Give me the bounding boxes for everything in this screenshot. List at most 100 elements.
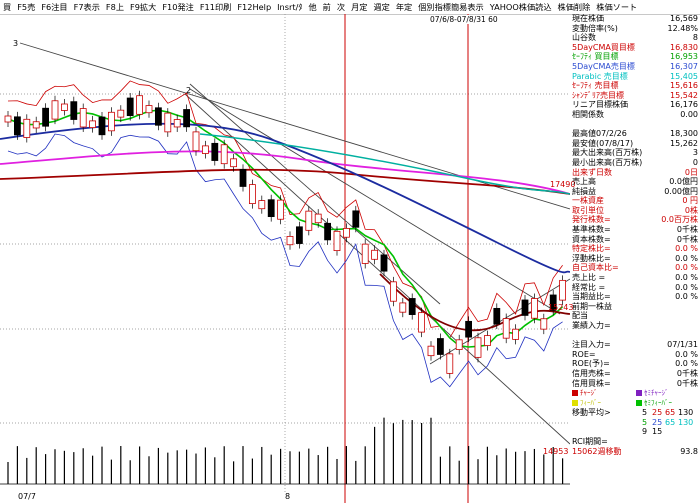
- panel-value: 0日: [684, 167, 698, 177]
- legend-row-2: ﾌｨｰﾊﾞｰ ｾﾐﾌｨｰﾊﾞｰ: [570, 398, 700, 408]
- panel-label: 自己資本比=: [572, 263, 619, 273]
- panel-label: 5DayCMA買目標: [572, 42, 635, 52]
- panel-row: 特定株比= 0.0 %: [570, 244, 700, 254]
- panel-value: 0 円: [682, 196, 698, 206]
- panel-row: 山谷数 8: [570, 33, 700, 43]
- candle-body: [305, 210, 313, 231]
- ma-settings-row-3: 9 15: [570, 427, 700, 437]
- ma-v1[interactable]: 5: [642, 408, 648, 418]
- toolbar-button-5[interactable]: F9拡大: [130, 2, 157, 12]
- semi-fever-swatch: [636, 400, 642, 407]
- toolbar-button-0[interactable]: 買: [3, 2, 12, 12]
- toolbar-button-12[interactable]: 次: [336, 2, 346, 12]
- panel-row: [570, 120, 700, 130]
- candle-body: [521, 299, 529, 316]
- candle-body: [286, 235, 294, 246]
- trendline-3: [184, 93, 570, 445]
- candle-body: [42, 107, 49, 127]
- toolbar-button-10[interactable]: 他: [308, 2, 317, 12]
- candle-body: [23, 118, 31, 138]
- candle-body: [201, 145, 209, 154]
- toolbar-button-14[interactable]: 週定: [373, 2, 390, 12]
- ma3-v1[interactable]: 9: [642, 427, 648, 437]
- candle-body: [559, 279, 566, 301]
- panel-label: 注目入力=: [572, 340, 611, 350]
- toolbar-button-1[interactable]: F5売: [17, 2, 36, 12]
- toolbar-button-15[interactable]: 年定: [395, 2, 413, 12]
- panel-row: 最高値07/2/26 18,300: [570, 129, 700, 139]
- candle-body: [427, 345, 435, 357]
- toolbar-button-3[interactable]: F7表示: [73, 2, 100, 12]
- panel-label: 現在株価: [572, 14, 604, 23]
- candle-body: [4, 115, 12, 123]
- panel-label: 最高値07/2/26: [572, 129, 627, 139]
- candle-body: [371, 249, 379, 260]
- toolbar-button-8[interactable]: F12Help: [237, 2, 272, 12]
- panel-value: 0千株: [676, 234, 698, 244]
- panel-row: 現在株価 16,569: [570, 14, 700, 24]
- ma2-v1[interactable]: 5: [642, 417, 648, 427]
- panel-value: 16,830: [670, 42, 698, 52]
- ma2-v2[interactable]: 25: [652, 417, 663, 427]
- panel-row: ROE(予)= 0.0 %: [570, 359, 700, 369]
- panel-row: 発行株数= 0.0百万株: [570, 215, 700, 225]
- panel-row: 純損益 0.00億円: [570, 187, 700, 197]
- candle-body: [399, 302, 407, 313]
- candle-body: [164, 112, 172, 133]
- panel-row: 5DayCMA買目標 16,830: [570, 43, 700, 53]
- toolbar-button-17[interactable]: YAHOO株価読込: [489, 2, 552, 12]
- panel-row: 業績入力=: [570, 321, 700, 331]
- toolbar-button-19[interactable]: 株価ソート: [596, 2, 638, 12]
- panel-row: 取引単位 0株: [570, 206, 700, 216]
- ma2-v4[interactable]: 130: [678, 417, 694, 427]
- week-ma-value: 93.8: [680, 446, 698, 456]
- candle-body: [173, 119, 181, 128]
- panel-label: 発行株数=: [572, 215, 611, 225]
- ma-v4[interactable]: 130: [678, 408, 694, 418]
- panel-row: 注目入力= 07/1/31: [570, 340, 700, 350]
- panel-label: Parabic 売目標: [572, 71, 628, 81]
- panel-row: 最大出来高(百万株) 3: [570, 148, 700, 158]
- legend-semi-charge: ｾﾐﾁｬｰｼﾞ: [644, 389, 669, 398]
- ma-settings-row: 移動平均> 5 25 65 130: [570, 408, 700, 418]
- toolbar-button-11[interactable]: 前: [322, 2, 331, 12]
- panel-row: 売上比 = 0.0 %: [570, 273, 700, 283]
- panel-label: 配当: [572, 311, 588, 321]
- toolbar-button-9[interactable]: Insrt/ﾀ: [277, 2, 303, 12]
- ma-v3[interactable]: 65: [665, 408, 676, 418]
- candle-body: [465, 320, 473, 338]
- candlestick-chart[interactable]: [0, 14, 570, 503]
- candle-body: [436, 338, 444, 355]
- info-panel: 現在株価 16,569 変動倍率(%) 12.48% 山谷数 8 5DayCMA買目標 16,…: [570, 14, 700, 503]
- ma-v2[interactable]: 25: [652, 408, 663, 418]
- ma-label: 移動平均>: [572, 408, 611, 418]
- ma3-v2[interactable]: 15: [652, 427, 663, 437]
- candle-body: [154, 107, 162, 126]
- candle-body: [79, 108, 87, 128]
- toolbar-button-2[interactable]: F6注目: [41, 2, 68, 12]
- panel-value: 15,542: [670, 90, 698, 100]
- chart-area[interactable]: [0, 14, 570, 503]
- panel-label: 5DayCMA売目標: [572, 61, 635, 71]
- trendline-2: [189, 88, 561, 315]
- toolbar-button-13[interactable]: 月定: [351, 2, 368, 12]
- rci-label: RCI期間=: [572, 436, 608, 446]
- toolbar-button-7[interactable]: F11印刷: [199, 2, 232, 12]
- candle-body: [493, 307, 501, 325]
- candle-body: [230, 158, 238, 168]
- toolbar-button-6[interactable]: F10発注: [162, 2, 194, 12]
- toolbar-button-18[interactable]: 株価削除: [557, 2, 591, 12]
- candle-body: [324, 222, 332, 241]
- toolbar-button-4[interactable]: F8上: [105, 2, 125, 12]
- candle-body: [32, 121, 40, 129]
- panel-label: 資本株数=: [572, 234, 611, 244]
- candle-body: [183, 109, 191, 128]
- panel-row: 当期益比= 0.0 %: [570, 292, 700, 302]
- price-tag-15243: 15243: [548, 303, 574, 312]
- toolbar-button-16[interactable]: 個別指標簡易表示: [418, 2, 484, 12]
- panel-label: 相関係数: [572, 109, 604, 119]
- candle-body: [352, 210, 360, 228]
- panel-row: 変動倍率(%) 12.48%: [570, 24, 700, 34]
- panel-value: 3: [692, 148, 698, 158]
- ma2-v3[interactable]: 65: [665, 417, 676, 427]
